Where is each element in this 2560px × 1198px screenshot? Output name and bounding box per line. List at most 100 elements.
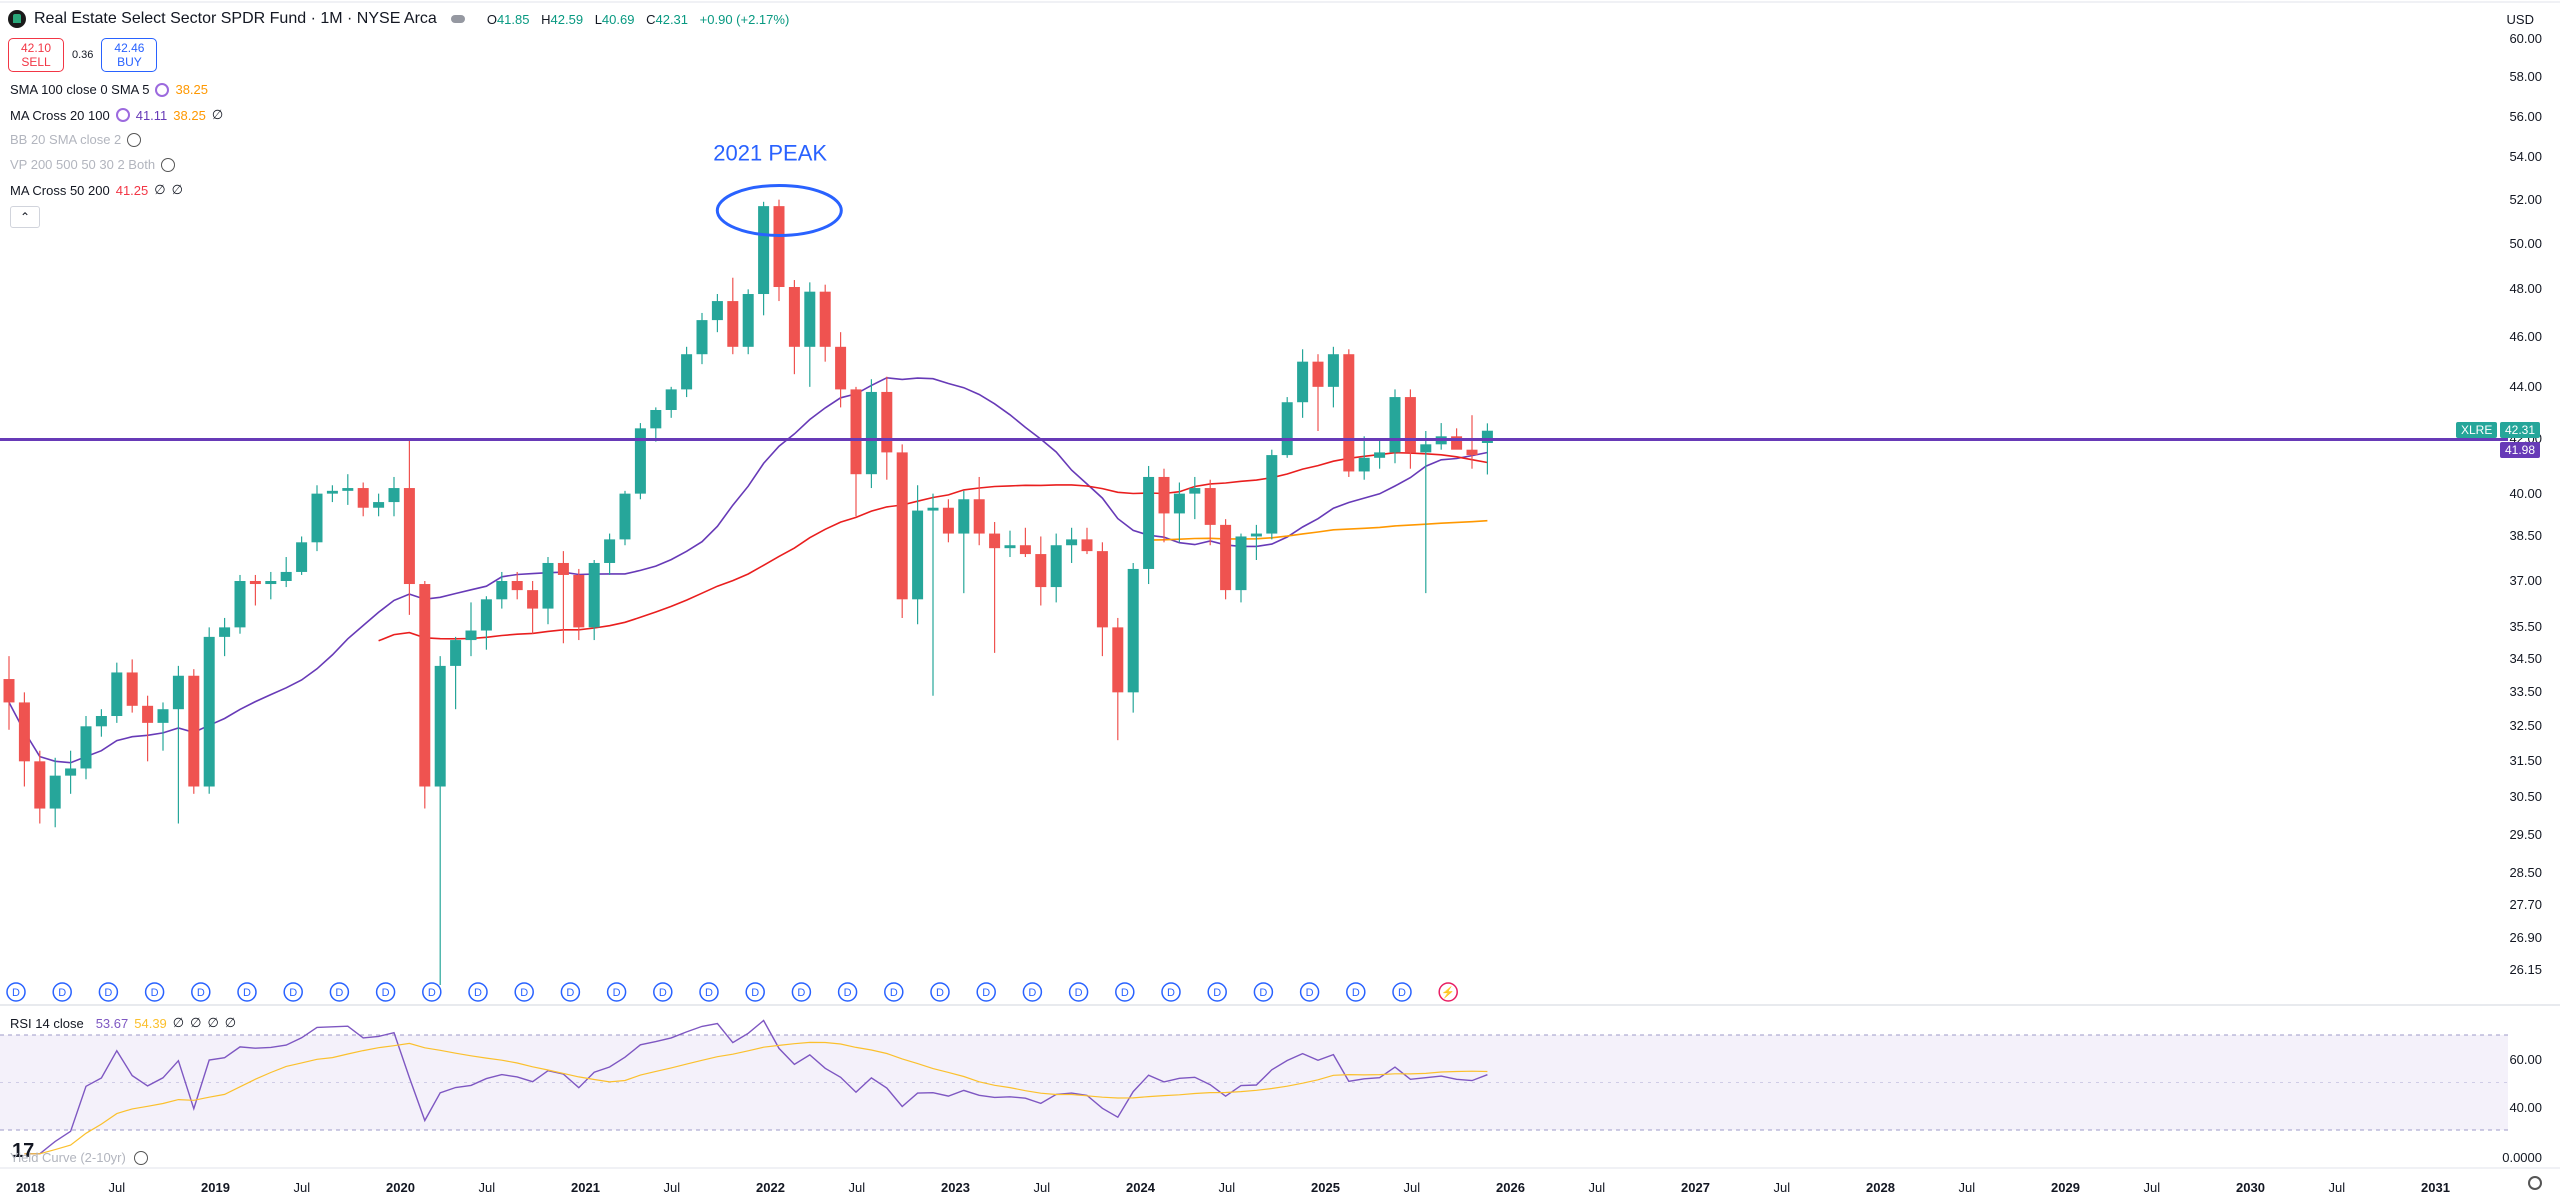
time-axis-label: Jul: [108, 1180, 126, 1195]
dividend-marker: D: [422, 982, 442, 1002]
time-axis-label: Jul: [663, 1180, 681, 1195]
yield-curve-legend[interactable]: Yield Curve (2-10yr): [10, 1150, 148, 1165]
time-axis-label: Jul: [1033, 1180, 1051, 1195]
time-axis-label: Jul: [1588, 1180, 1606, 1195]
candle-body: [1466, 449, 1478, 456]
indicator-sma100[interactable]: SMA 100 close 0 SMA 5 38.25: [10, 82, 209, 97]
candle-body: [249, 580, 261, 585]
buy-button[interactable]: 42.46 BUY: [101, 38, 158, 72]
candle-body: [819, 291, 831, 347]
candle-body: [1035, 554, 1047, 588]
time-axis-label: Jul: [293, 1180, 311, 1195]
earnings-marker: ⚡: [1438, 982, 1458, 1002]
dividend-marker-label: D: [1028, 987, 1036, 999]
candle-body: [403, 488, 415, 585]
rsi-ma-line: [24, 1041, 1488, 1155]
indicator-bb[interactable]: BB 20 SMA close 2: [10, 132, 142, 147]
dividend-marker-label: D: [243, 987, 251, 999]
time-axis-label: Jul: [848, 1180, 866, 1195]
settings-icon[interactable]: [115, 108, 130, 122]
time-axis-label: 2023: [941, 1180, 970, 1195]
dividend-marker-label: D: [1306, 987, 1314, 999]
hidden-eye-icon[interactable]: [161, 157, 176, 172]
price-axis-label: 54.00: [2509, 149, 2542, 165]
sell-button[interactable]: 42.10 SELL: [8, 38, 64, 72]
dividend-marker-circle: [6, 982, 26, 1002]
candle-body: [634, 428, 646, 494]
candle-body: [1327, 354, 1339, 387]
candle-body: [788, 287, 800, 347]
settings-icon[interactable]: [155, 82, 170, 97]
hidden-eye-icon[interactable]: [133, 1150, 148, 1165]
indicator-ma-cross-20-100[interactable]: MA Cross 20 100 41.11 38.25 ∅: [10, 107, 224, 123]
candle-body: [373, 502, 385, 508]
candle-body: [511, 580, 523, 591]
candle-body: [527, 590, 539, 609]
dividend-marker-circle: [237, 982, 257, 1002]
indicator-ma-cross-50-200[interactable]: MA Cross 50 200 41.25 ∅ ∅: [10, 182, 183, 198]
dividend-marker: D: [837, 982, 858, 1002]
yield-axis-zero: 0.0000: [2502, 1150, 2542, 1165]
dividend-marker-label: D: [335, 987, 343, 999]
dividend-marker-circle: [606, 982, 627, 1002]
moving-averages: [8, 376, 1488, 764]
dividend-marker: D: [98, 982, 119, 1002]
candle-body: [95, 716, 107, 727]
candle-body: [1266, 455, 1278, 534]
dividend-marker-circle: [1253, 982, 1274, 1002]
price-axis-label: 26.90: [2509, 930, 2542, 946]
dividend-marker-circle: [1161, 982, 1181, 1002]
candle-body: [172, 675, 184, 710]
candles: [3, 199, 1493, 985]
tradingview-logo[interactable]: 17: [12, 1140, 35, 1162]
candle-body: [219, 627, 231, 637]
dividend-marker-label: D: [936, 987, 944, 999]
time-axis-label: 2028: [1866, 1180, 1895, 1195]
dividend-marker-label: D: [797, 987, 805, 999]
dividend-marker-circle: [283, 982, 303, 1002]
symbol-title[interactable]: Real Estate Select Sector SPDR Fund · 1M…: [34, 10, 437, 27]
spread-value: 0.36: [72, 49, 94, 61]
time-axis-label: 2020: [386, 1180, 415, 1195]
candle-body: [311, 493, 323, 543]
time-axis-label: 2029: [2051, 1180, 2080, 1195]
candle-body: [188, 675, 200, 787]
candle-body: [650, 409, 662, 429]
currency-label[interactable]: USD: [2506, 12, 2534, 27]
chart-header: Real Estate Select Sector SPDR Fund · 1M…: [8, 10, 797, 28]
rsi-legend[interactable]: RSI 14 close 53.67 54.39 ∅ ∅ ∅ ∅: [10, 1015, 237, 1031]
settings-gear-icon[interactable]: [2528, 1176, 2542, 1190]
dividend-marker: D: [52, 982, 72, 1002]
candle-body: [1066, 539, 1078, 546]
rsi-axis-40: 40.00: [2509, 1100, 2542, 1115]
candle-body: [896, 452, 908, 600]
ohlc-readout: O41.85 H42.59 L40.69 C42.31 +0.90 (+2.17…: [486, 11, 790, 27]
candle-body: [18, 702, 30, 762]
candle-body: [265, 580, 277, 585]
dividend-marker: D: [884, 982, 904, 1002]
indicator-vp[interactable]: VP 200 500 50 30 2 Both: [10, 157, 176, 172]
dividend-marker-label: D: [890, 987, 898, 999]
price-axis-label: 40.00: [2509, 485, 2542, 501]
price-axis-label: 52.00: [2509, 191, 2542, 207]
candle-body: [280, 571, 292, 581]
dividend-marker-label: D: [197, 987, 205, 999]
price-axis-label: 60.00: [2509, 31, 2542, 47]
candle-body: [142, 705, 154, 723]
price-axis-label: 46.00: [2509, 329, 2542, 345]
dividend-marker-label: D: [1121, 987, 1129, 999]
dividend-marker-circle: [1392, 982, 1412, 1002]
time-axis-label: 2025: [1311, 1180, 1340, 1195]
dividend-marker: D: [1299, 982, 1320, 1002]
collapse-legend-button[interactable]: ⌃: [10, 206, 40, 228]
dividend-marker: D: [1346, 982, 1366, 1002]
dividend-marker-label: D: [844, 987, 852, 999]
more-icon[interactable]: [450, 15, 465, 23]
dividend-marker: D: [283, 982, 303, 1002]
candle-body: [480, 599, 492, 631]
hidden-eye-icon[interactable]: [127, 132, 142, 147]
candle-body: [1189, 488, 1201, 494]
dividend-marker-circle: [514, 982, 534, 1002]
candle-body: [419, 584, 431, 787]
